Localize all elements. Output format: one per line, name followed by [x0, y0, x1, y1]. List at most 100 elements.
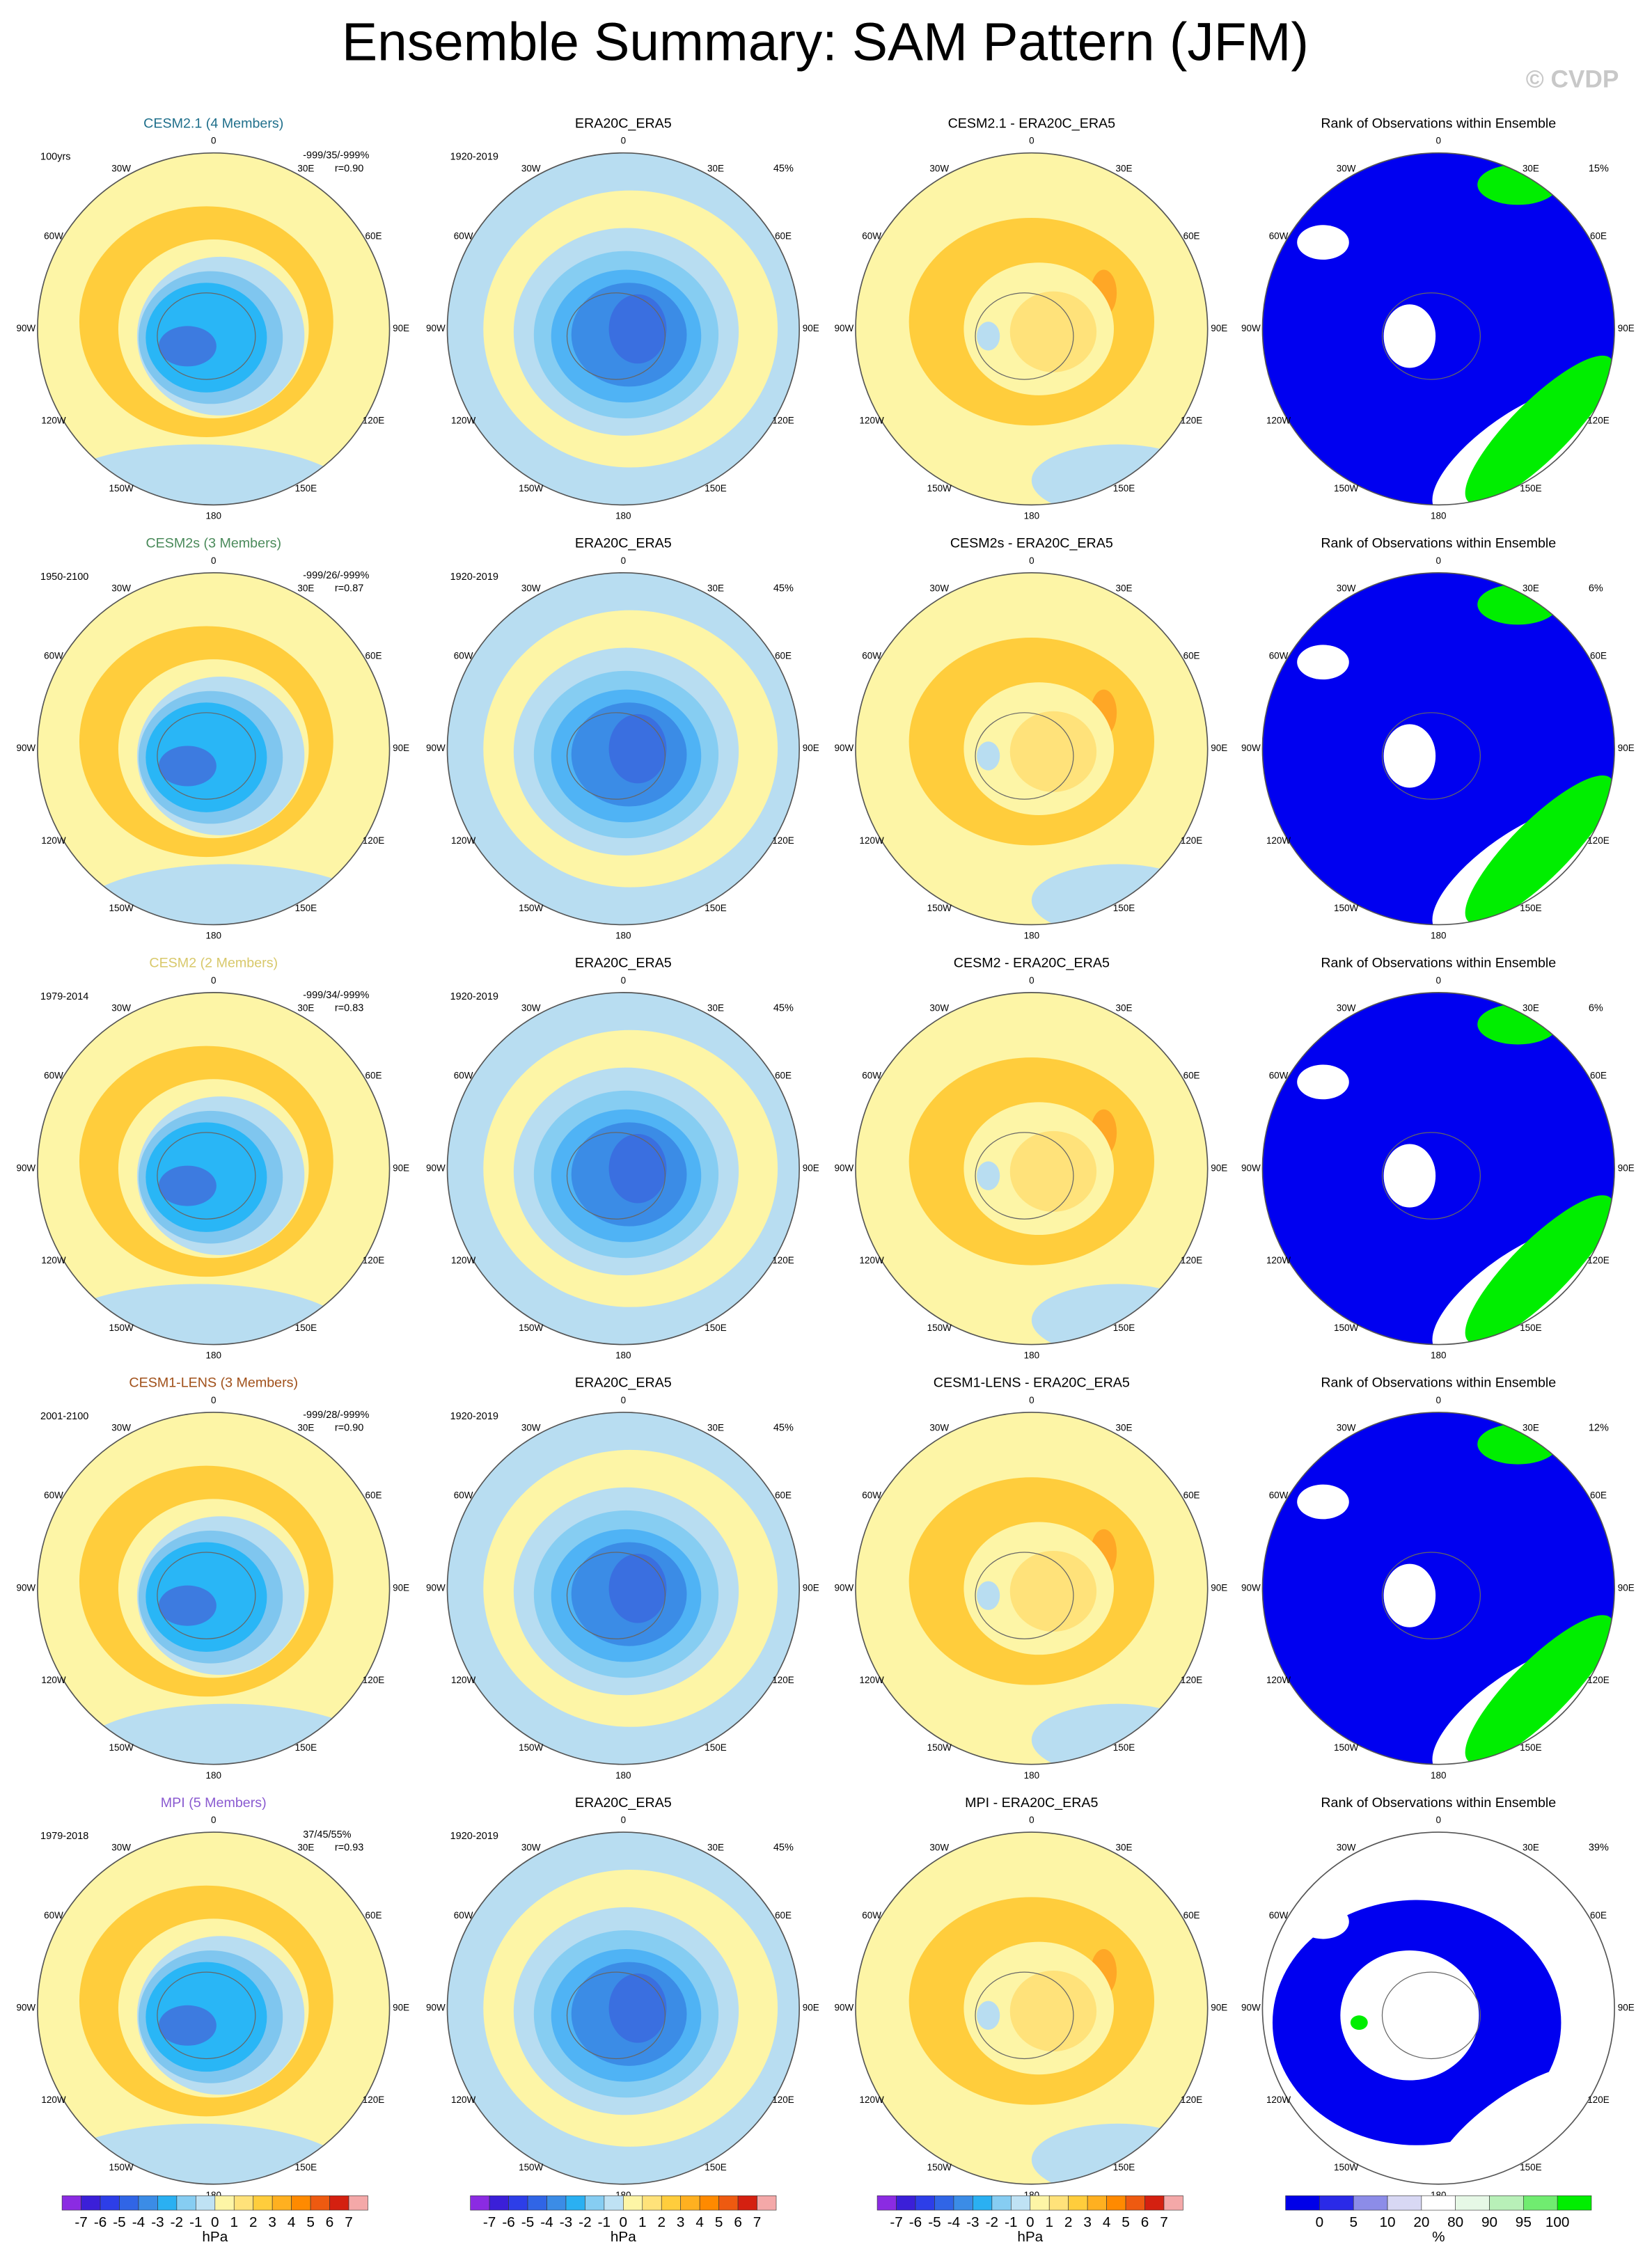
map [447, 1412, 800, 1765]
colorbar-tick-label: 1 [230, 2214, 238, 2230]
longitude-label: 90E [1211, 1582, 1227, 1593]
longitude-label: 120E [1181, 2095, 1202, 2105]
colorbar-box [604, 2195, 624, 2211]
map-fill [1297, 225, 1349, 260]
pattern-stats: -999/28/-999% [303, 1410, 369, 1421]
longitude-label: 120E [1587, 1255, 1609, 1265]
colorbar-tick-label: 95 [1516, 2214, 1532, 2230]
panel-title: CESM2.1 (4 Members) [143, 116, 283, 131]
longitude-label: 30W [929, 1003, 949, 1014]
pattern-stats: 37/45/55% [303, 1829, 351, 1840]
period-label: 1950-2100 [40, 571, 88, 583]
longitude-label: 180 [615, 1350, 631, 1361]
longitude-label: 60W [862, 1490, 881, 1501]
longitude-label: 90E [393, 1582, 409, 1593]
longitude-label: 90W [426, 743, 446, 753]
longitude-label: 0 [621, 136, 626, 146]
longitude-label: 150W [519, 2162, 543, 2173]
period-label: 1920-2019 [450, 991, 498, 1002]
colorbar-tick-label: 2 [249, 2214, 258, 2230]
longitude-label: 120E [1587, 2095, 1609, 2105]
map-border [446, 571, 800, 926]
colorbar-tick-label: 7 [1160, 2214, 1168, 2230]
longitude-label: 150E [1520, 483, 1541, 494]
map [447, 152, 800, 505]
map [855, 992, 1208, 1345]
longitude-label: 90E [393, 2002, 409, 2012]
longitude-label: 90E [803, 1162, 819, 1173]
longitude-label: 120W [451, 835, 475, 846]
longitude-label: 60E [1183, 1910, 1200, 1921]
longitude-label: 150W [927, 483, 952, 494]
longitude-label: 180 [615, 511, 631, 521]
longitude-label: 0 [1436, 1815, 1442, 1825]
coastline [157, 712, 256, 800]
map [37, 992, 390, 1345]
longitude-label: 120E [772, 2095, 794, 2105]
map-fill [1009, 291, 1097, 372]
period-label: 1920-2019 [450, 571, 498, 583]
colorbar-box [214, 2195, 235, 2211]
period-label: 1979-2014 [40, 991, 88, 1002]
longitude-label: 60E [365, 1910, 381, 1921]
longitude-label: 90E [803, 1582, 819, 1593]
longitude-label: 180 [1431, 511, 1446, 521]
period-label: 1920-2019 [450, 1411, 498, 1422]
figure-title: Ensemble Summary: SAM Pattern (JFM) [342, 13, 1309, 72]
panel-title: Rank of Observations within Ensemble [1321, 1375, 1556, 1391]
coastline [157, 1552, 256, 1639]
longitude-label: 120E [772, 835, 794, 846]
map [855, 152, 1208, 505]
map [1262, 1412, 1615, 1765]
longitude-label: 150E [1113, 1742, 1135, 1753]
colorbar-box [253, 2195, 273, 2211]
longitude-label: 60W [44, 1910, 63, 1921]
colorbar-box [1557, 2195, 1592, 2211]
longitude-label: 90W [16, 1162, 36, 1173]
panel-title: Rank of Observations within Ensemble [1321, 956, 1556, 971]
longitude-label: 30W [1337, 1423, 1356, 1433]
colorbar-box [291, 2195, 311, 2211]
longitude-label: 150W [519, 483, 543, 494]
longitude-label: 0 [621, 555, 626, 566]
map [447, 1832, 800, 2184]
longitude-label: 60W [1269, 1910, 1289, 1921]
longitude-label: 0 [1029, 1815, 1035, 1825]
longitude-label: 60E [775, 1490, 792, 1501]
map-fill [69, 864, 387, 925]
longitude-label: 90W [16, 323, 36, 333]
map-border [855, 571, 1209, 926]
longitude-label: 150E [295, 1323, 317, 1333]
panel-title: CESM2 (2 Members) [149, 956, 278, 971]
coastline [1381, 712, 1481, 800]
colorbar-box [1353, 2195, 1388, 2211]
colorbar-tick-label: -6 [909, 2214, 922, 2230]
colorbar-box [585, 2195, 605, 2211]
map-fill [158, 1585, 217, 1626]
longitude-label: 180 [1024, 511, 1039, 521]
longitude-label: 150W [927, 1323, 952, 1333]
colorbar-tick-label: 6 [734, 2214, 742, 2230]
longitude-label: 60W [862, 651, 881, 661]
longitude-label: 60W [44, 1071, 63, 1081]
longitude-label: 150W [1334, 1742, 1358, 1753]
longitude-label: 30E [1523, 163, 1539, 173]
colorbar-tick-label: -6 [94, 2214, 107, 2230]
colorbar-box [348, 2195, 368, 2211]
map [37, 1832, 390, 2184]
colorbar-box [1421, 2195, 1456, 2211]
colorbar-box [565, 2195, 585, 2211]
period-label: 100yrs [40, 152, 71, 163]
colorbar-tick-label: 100 [1545, 2214, 1570, 2230]
coastline [1381, 1552, 1481, 1639]
colorbar-box [991, 2195, 1012, 2211]
colorbar-tick-label: -5 [521, 2214, 534, 2230]
longitude-label: 90E [1618, 2002, 1635, 2012]
colorbar-box [1387, 2195, 1422, 2211]
longitude-label: 60E [775, 230, 792, 241]
colorbar-box [100, 2195, 120, 2211]
map-fill [1009, 1971, 1097, 2052]
longitude-label: 120W [41, 835, 65, 846]
percent-label: 15% [1589, 163, 1609, 174]
map [37, 152, 390, 505]
